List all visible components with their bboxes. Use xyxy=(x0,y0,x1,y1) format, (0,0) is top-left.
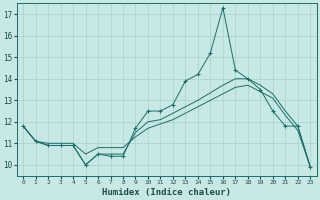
X-axis label: Humidex (Indice chaleur): Humidex (Indice chaleur) xyxy=(102,188,231,197)
